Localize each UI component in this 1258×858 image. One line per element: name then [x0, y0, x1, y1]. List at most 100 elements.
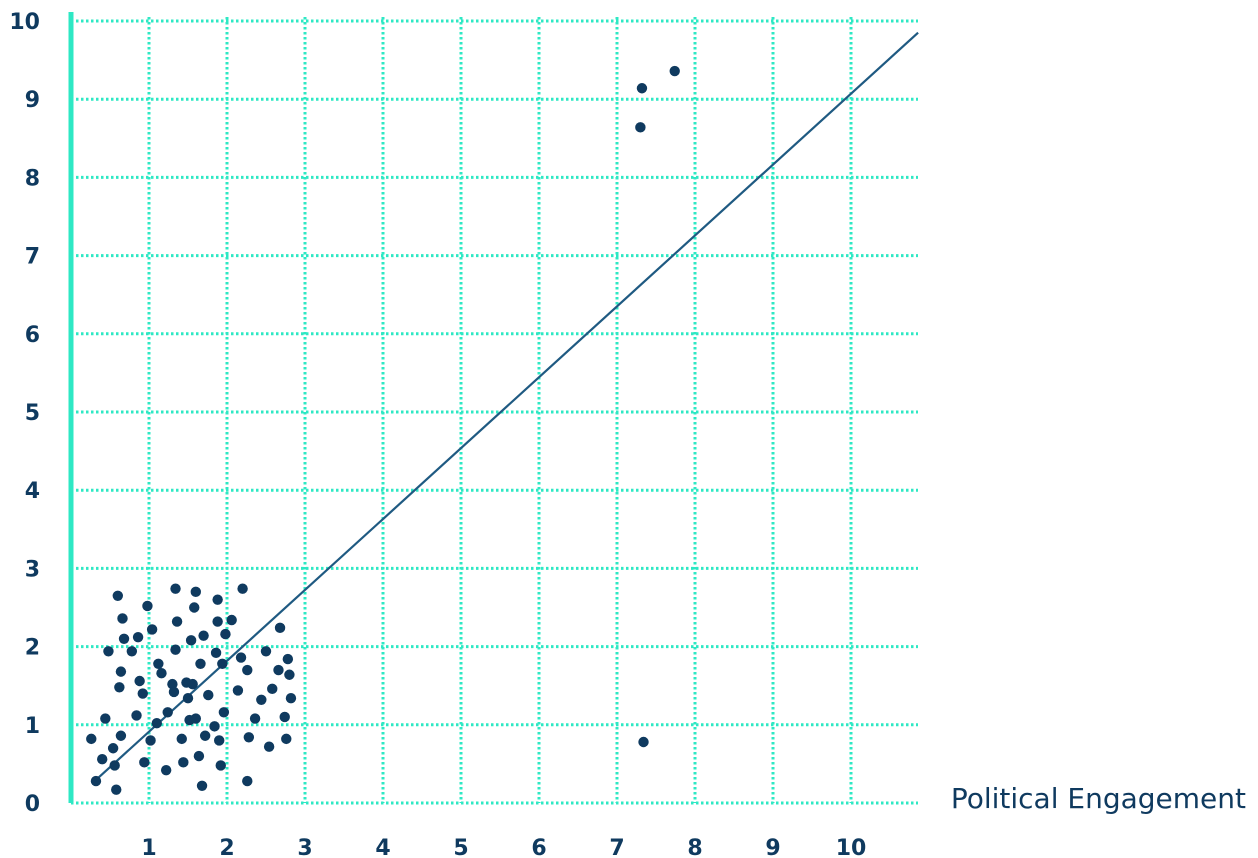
data-point-0-44	[195, 658, 206, 670]
data-point-0-51	[212, 616, 223, 627]
data-point-0-11	[115, 666, 127, 677]
data-point-0-57	[220, 628, 231, 640]
data-point-0-78	[636, 83, 648, 94]
data-point-0-73	[281, 733, 292, 745]
data-point-0-75	[284, 669, 295, 680]
data-point-0-6	[109, 760, 120, 771]
data-point-0-52	[212, 594, 223, 605]
axes	[68, 12, 918, 805]
data-point-0-18	[137, 688, 148, 699]
data-point-0-20	[142, 600, 153, 612]
x-tick-label-1: 1	[141, 836, 156, 858]
data-point-0-54	[215, 760, 226, 771]
y-tick-label-4: 4	[25, 479, 40, 504]
data-point-0-30	[170, 644, 181, 655]
data-point-0-61	[237, 583, 248, 594]
x-tick-label-3: 3	[297, 836, 312, 858]
y-tick-label-0: 0	[25, 792, 40, 817]
data-point-0-49	[209, 721, 220, 732]
data-point-0-43	[193, 750, 205, 762]
x-tick-label-8: 8	[687, 836, 702, 858]
data-point-0-42	[190, 586, 201, 598]
y-tick-label-5: 5	[25, 401, 40, 426]
data-point-0-21	[145, 735, 156, 746]
data-point-0-3	[100, 713, 111, 724]
data-point-0-1	[90, 775, 102, 787]
x-tick-label-6: 6	[531, 836, 546, 858]
data-point-0-36	[182, 693, 194, 704]
data-point-0-72	[279, 711, 290, 723]
data-point-0-38	[185, 635, 197, 646]
data-point-0-47	[199, 730, 211, 741]
y-tick-label-6: 6	[25, 323, 40, 348]
data-point-0-60	[235, 652, 247, 663]
data-point-0-28	[167, 678, 178, 690]
y-tick-label-7: 7	[25, 245, 40, 270]
data-point-0-67	[260, 646, 272, 657]
data-point-0-7	[111, 784, 122, 795]
data-point-0-71	[274, 622, 286, 634]
data-point-0-70	[273, 664, 284, 676]
data-point-0-53	[214, 735, 225, 746]
data-point-0-41	[190, 713, 201, 724]
data-point-0-69	[267, 683, 278, 695]
data-point-0-33	[176, 733, 187, 745]
data-point-0-63	[242, 664, 253, 676]
data-point-0-8	[112, 590, 124, 601]
data-point-0-45	[196, 780, 208, 791]
x-axis-title: Political Engagement	[951, 782, 1246, 815]
data-point-0-79	[638, 736, 649, 748]
x-tick-label-7: 7	[609, 836, 624, 858]
data-point-0-19	[139, 757, 150, 768]
data-point-0-58	[226, 614, 237, 626]
data-point-0-55	[217, 658, 228, 670]
trend-line	[91, 31, 919, 785]
data-point-0-15	[131, 710, 142, 721]
data-point-0-27	[162, 707, 173, 718]
y-tick-label-8: 8	[25, 166, 40, 191]
y-tick-label-2: 2	[25, 636, 40, 661]
data-point-0-29	[168, 686, 180, 698]
y-tick-labels: 0 1 2 3 4 5 6 7 8 9 10	[9, 10, 40, 817]
data-point-0-40	[189, 602, 200, 613]
data-point-0-13	[118, 633, 130, 644]
data-point-0-80	[669, 65, 680, 77]
x-tick-label-2: 2	[219, 836, 234, 858]
data-point-0-31	[170, 583, 181, 594]
x-tick-label-9: 9	[765, 836, 780, 858]
data-point-0-50	[210, 647, 222, 659]
data-point-0-9	[114, 682, 125, 693]
data-point-0-22	[146, 624, 158, 635]
data-point-0-48	[203, 689, 214, 701]
data-point-0-59	[232, 685, 244, 696]
y-tick-label-9: 9	[25, 88, 40, 113]
data-point-0-56	[218, 707, 230, 718]
y-tick-label-1: 1	[25, 714, 40, 739]
grid-lines	[71, 17, 918, 803]
data-point-0-74	[282, 653, 294, 665]
data-point-0-32	[171, 616, 183, 627]
y-tick-label-3: 3	[25, 557, 40, 582]
data-point-0-4	[103, 646, 114, 657]
y-tick-label-10: 10	[9, 10, 40, 35]
data-point-0-24	[153, 658, 164, 670]
data-point-0-17	[134, 675, 145, 687]
data-point-0-34	[178, 757, 189, 768]
x-tick-label-10: 10	[836, 836, 867, 858]
data-point-0-39	[187, 678, 198, 690]
data-point-0-23	[151, 718, 162, 729]
x-tick-label-4: 4	[375, 836, 390, 858]
data-point-0-46	[198, 630, 209, 641]
data-points	[86, 65, 680, 795]
data-point-0-2	[97, 754, 108, 765]
data-point-0-16	[132, 632, 144, 643]
trend-line-layer	[91, 31, 919, 785]
data-point-0-68	[263, 741, 275, 752]
data-point-0-12	[117, 613, 128, 624]
data-point-0-0	[86, 733, 97, 745]
data-point-0-25	[156, 667, 167, 679]
data-point-0-26	[160, 764, 172, 776]
data-point-0-76	[285, 693, 297, 704]
